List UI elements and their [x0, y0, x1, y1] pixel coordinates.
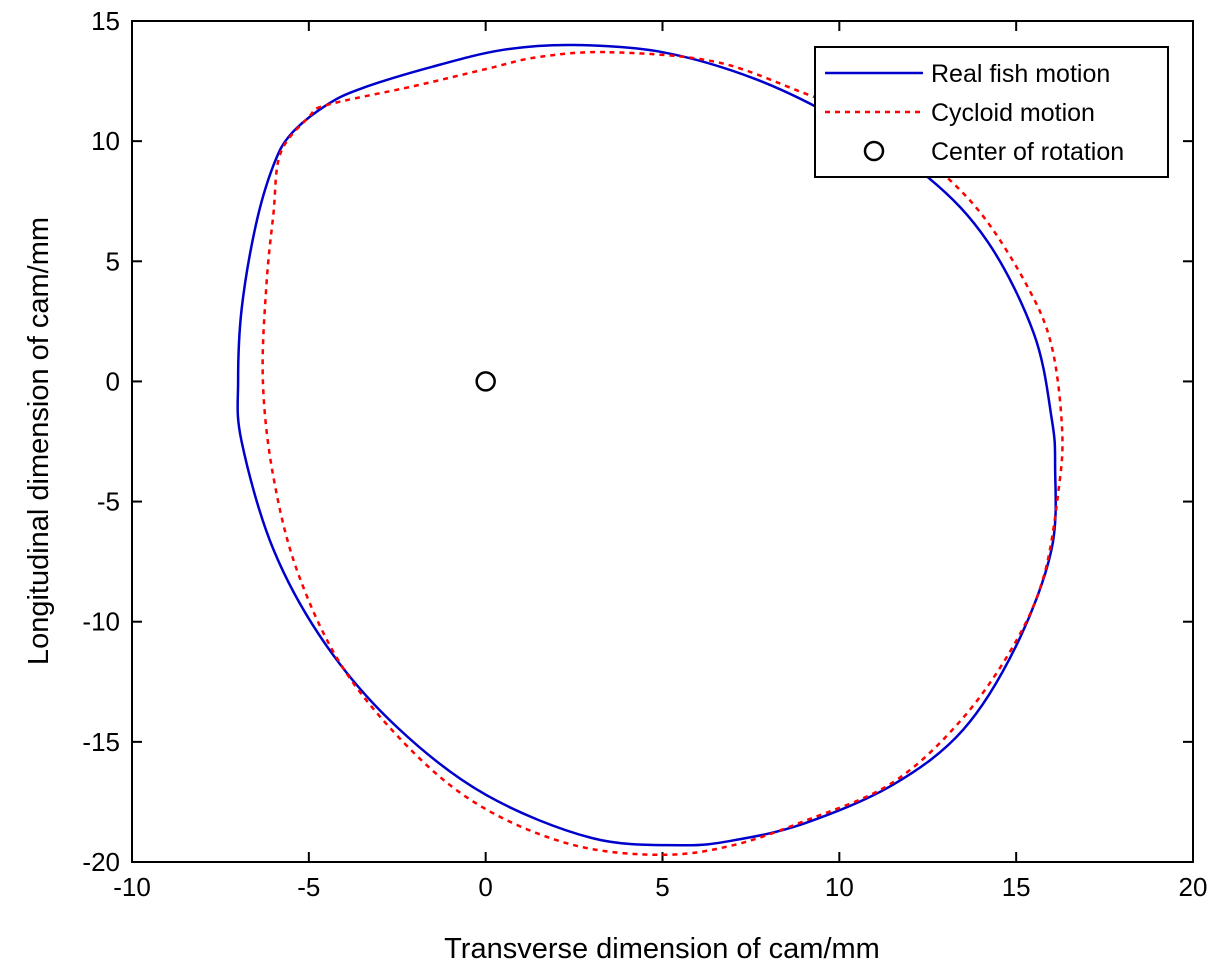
x-tick-label: 20 [1179, 872, 1208, 902]
x-tick-label: -10 [113, 872, 151, 902]
legend-label: Center of rotation [931, 138, 1124, 166]
legend: Real fish motion Cycloid motion Center of … [814, 46, 1169, 178]
legend-swatch-center-of-rotation [863, 140, 885, 162]
y-tick-label: -15 [82, 727, 120, 757]
cycloid-motion-line [261, 50, 1064, 857]
center-of-rotation-marker [475, 371, 496, 392]
real-fish-motion-line [236, 43, 1057, 847]
legend-label: Real fish motion [931, 60, 1110, 88]
y-tick-label: -5 [97, 487, 120, 517]
legend-box [814, 46, 1169, 178]
x-tick-label: 0 [478, 872, 492, 902]
y-axis-title: Longitudinal dimension of cam/mm [23, 217, 55, 665]
x-tick-label: -5 [297, 872, 320, 902]
y-tick-label: -10 [82, 607, 120, 637]
ticks-layer: -10 -5 0 5 10 15 20 15 10 5 0 -5 -10 -15 -20 [82, 6, 1207, 902]
legend-label: Cycloid motion [931, 99, 1095, 127]
y-tick-label: 10 [91, 126, 120, 156]
y-tick-label: 0 [106, 366, 120, 396]
y-tick-label: 15 [91, 6, 120, 36]
y-tick-label: 5 [106, 246, 120, 276]
x-tick-label: 5 [655, 872, 669, 902]
x-axis-title: Transverse dimension of cam/mm [444, 933, 880, 965]
x-tick-label: 15 [1002, 872, 1031, 902]
x-tick-label: 10 [825, 872, 854, 902]
series-layer [236, 43, 1064, 857]
y-tick-label: -20 [82, 847, 120, 877]
